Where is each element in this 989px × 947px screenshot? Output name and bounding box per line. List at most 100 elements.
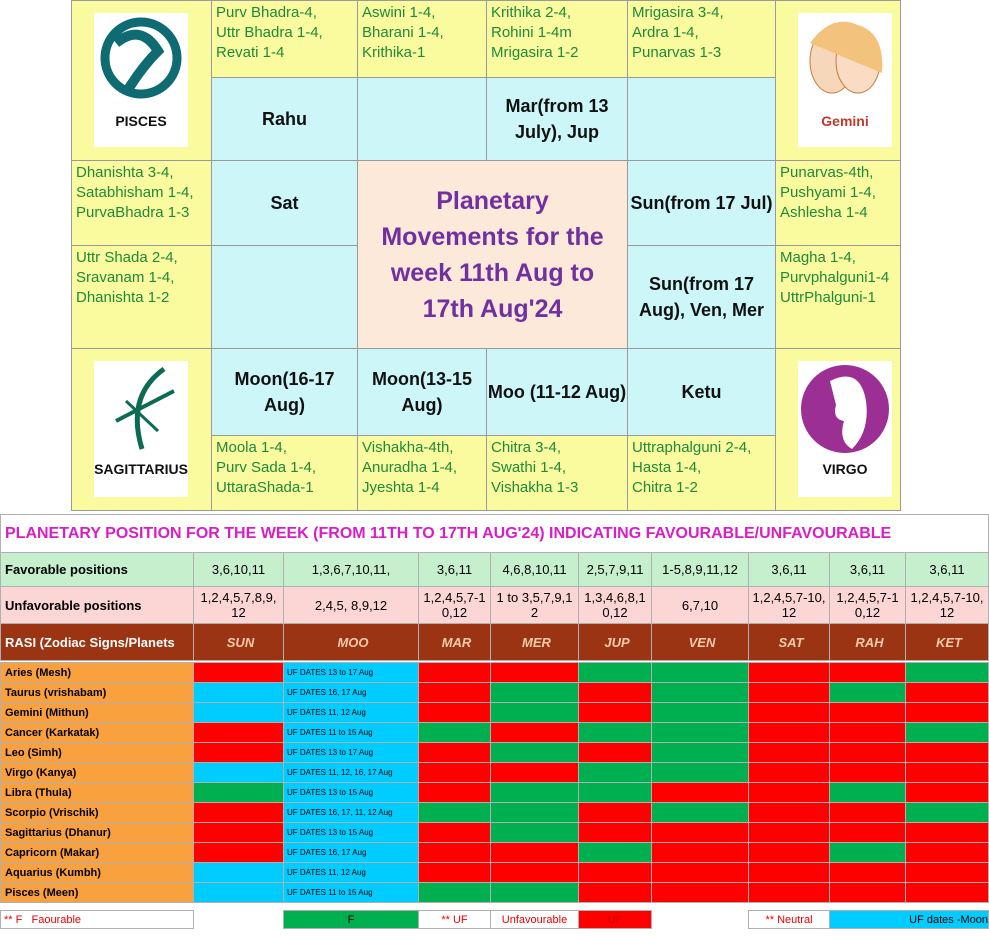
status-cell: [748, 782, 830, 803]
planet-cell: Sat: [211, 160, 358, 246]
sign-label: Gemini: [821, 113, 869, 129]
status-cell: [829, 702, 906, 723]
header-cell: SUN: [193, 623, 284, 661]
status-cell: [748, 802, 830, 823]
status-cell: [418, 802, 491, 823]
nakshatra-line: Uttr Shada 2-4,: [76, 249, 178, 266]
status-cell: [829, 662, 906, 683]
rasi-cell: Pisces (Meen): [0, 882, 194, 903]
nakshatra-line: Pushyami 1-4,: [780, 184, 876, 201]
nakshatra-cell: Vishakha-4th, Anuradha 1-4, Jyeshta 1-4: [357, 435, 487, 511]
status-cell: [829, 742, 906, 763]
status-cell: [829, 682, 906, 703]
status-cell: [829, 842, 906, 863]
nakshatra-line: Chitra 3-4,: [491, 439, 562, 456]
sign-cell: VIRGO: [775, 348, 901, 511]
position-cell: 2,4,5, 8,9,12: [283, 586, 419, 624]
sign-label: SAGITTARIUS: [94, 461, 188, 477]
status-cell: [748, 822, 830, 843]
moon-cell: UF DATES 13 to 17 Aug: [283, 742, 419, 763]
nakshatra-cell: Aswini 1-4, Bharani 1-4, Krithika-1: [357, 0, 487, 78]
status-cell: [748, 762, 830, 783]
header-cell: MOO: [283, 623, 419, 661]
status-cell: [578, 822, 652, 843]
row-label: Unfavorable positions: [0, 586, 194, 624]
sign-cell: Gemini: [775, 0, 901, 161]
status-cell: [418, 662, 491, 683]
nakshatra-cell: Uttr Shada 2-4, Sravanam 1-4, Dhanishta 1-…: [71, 245, 212, 349]
status-cell: [193, 882, 284, 903]
legend-cell: UF dates -Moon: [829, 910, 989, 929]
status-cell: [193, 862, 284, 883]
position-cell: 4,6,8,10,11: [490, 552, 579, 587]
nakshatra-line: Mrigasira 1-2: [491, 44, 579, 61]
status-cell: [651, 782, 749, 803]
nakshatra-line: Ashlesha 1-4: [780, 204, 868, 221]
status-cell: [905, 782, 989, 803]
status-cell: [748, 862, 830, 883]
nakshatra-cell: Mrigasira 3-4, Ardra 1-4, Punarvas 1-3: [627, 0, 776, 78]
moon-cell: UF DATES 11, 12 Aug: [283, 862, 419, 883]
nakshatra-line: Jyeshta 1-4: [362, 479, 440, 496]
status-cell: [490, 682, 579, 703]
status-cell: [905, 742, 989, 763]
status-cell: [578, 802, 652, 823]
rasi-cell: Scorpio (Vrischik): [0, 802, 194, 823]
nakshatra-line: Punarvas-4th,: [780, 164, 874, 181]
position-cell: 3,6,11: [748, 552, 830, 587]
status-cell: [578, 782, 652, 803]
status-cell: [905, 682, 989, 703]
rasi-cell: Cancer (Karkatak): [0, 722, 194, 743]
planet-cell: Moo (11-12 Aug): [486, 348, 628, 436]
status-cell: [418, 702, 491, 723]
status-cell: [578, 762, 652, 783]
header-cell: RASI (Zodiac Signs/Planets: [0, 623, 194, 661]
status-cell: [578, 662, 652, 683]
rasi-cell: Aries (Mesh): [0, 662, 194, 683]
nakshatra-line: Vishakha-4th,: [362, 439, 454, 456]
status-cell: [418, 682, 491, 703]
planet-cell: Ketu: [627, 348, 776, 436]
header-cell: VEN: [651, 623, 749, 661]
legend-cell: F: [283, 910, 419, 929]
status-cell: [651, 882, 749, 903]
sign-icon: PISCES: [94, 13, 188, 147]
row-label: Favorable positions: [0, 552, 194, 587]
position-cell: 1,3,6,7,10,11,: [283, 552, 419, 587]
status-cell: [748, 662, 830, 683]
position-cell: 1,2,4,5,7-10,12: [829, 586, 906, 624]
position-cell: 1-5,8,9,11,12: [651, 552, 749, 587]
position-cell: 2,5,7,9,11: [578, 552, 652, 587]
status-cell: [905, 662, 989, 683]
status-cell: [578, 862, 652, 883]
position-cell: 1,2,4,5,7-10,12: [905, 586, 989, 624]
status-cell: [490, 702, 579, 723]
header-cell: RAH: [829, 623, 906, 661]
rasi-cell: Virgo (Kanya): [0, 762, 194, 783]
nakshatra-cell: Magha 1-4, Purvphalguni1-4 UttrPhalguni-1: [775, 245, 901, 349]
status-cell: [490, 662, 579, 683]
nakshatra-line: Rohini 1-4m: [491, 24, 572, 41]
status-cell: [490, 722, 579, 743]
status-cell: [748, 682, 830, 703]
position-cell: 1,2,4,5,7-10,12: [418, 586, 491, 624]
position-cell: 3,6,11: [829, 552, 906, 587]
header-cell: SAT: [748, 623, 830, 661]
rasi-cell: Capricorn (Makar): [0, 842, 194, 863]
status-cell: [748, 722, 830, 743]
status-cell: [829, 822, 906, 843]
status-cell: [490, 762, 579, 783]
nakshatra-line: Ardra 1-4,: [632, 24, 699, 41]
sign-cell: SAGITTARIUS: [71, 348, 212, 511]
legend-cell: Unfavourable: [490, 910, 579, 929]
status-cell: [490, 882, 579, 903]
status-cell: [578, 842, 652, 863]
status-cell: [829, 882, 906, 903]
status-cell: [651, 722, 749, 743]
legend-cell: ** UF: [418, 910, 491, 929]
legend-cell: ** Neutral: [748, 910, 830, 929]
status-cell: [651, 742, 749, 763]
status-cell: [748, 882, 830, 903]
nakshatra-cell: Moola 1-4, Purv Sada 1-4, UttaraShada-1: [211, 435, 358, 511]
